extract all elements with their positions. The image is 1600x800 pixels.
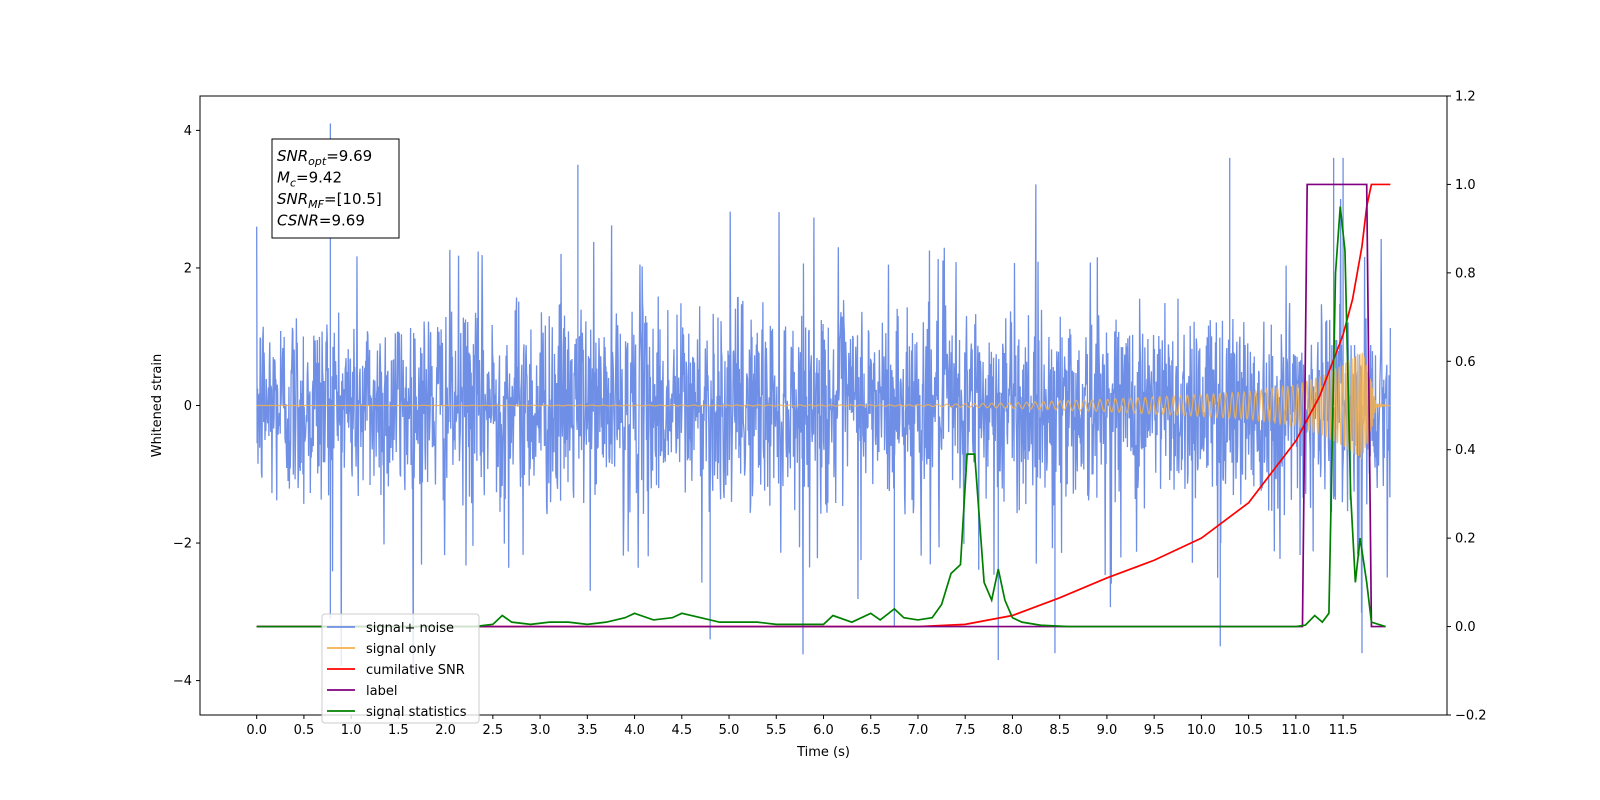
x-tick-label: 5.5 (766, 723, 787, 738)
x-tick-label: 2.5 (483, 723, 504, 738)
x-tick-label: 9.5 (1144, 723, 1165, 738)
x-tick-label: 8.0 (1002, 723, 1023, 738)
x-axis-label: Time (s) (796, 745, 850, 760)
y-right-tick-label: −0.2 (1455, 709, 1487, 724)
y-right-tick-label: 1.2 (1455, 90, 1476, 105)
legend-label: signal only (366, 642, 436, 657)
x-tick-label: 3.0 (530, 723, 551, 738)
y-right-tick-label: 1.0 (1455, 178, 1476, 193)
x-tick-label: 8.5 (1049, 723, 1070, 738)
x-tick-label: 6.5 (860, 723, 881, 738)
x-tick-label: 4.0 (624, 723, 645, 738)
y-left-tick-label: 4 (184, 124, 192, 139)
x-tick-label: 1.0 (341, 723, 362, 738)
legend-frame (321, 613, 480, 724)
y-right-tick-label: 0.4 (1455, 443, 1476, 458)
x-tick-label: 10.5 (1234, 723, 1263, 738)
x-tick-label: 7.0 (908, 723, 929, 738)
y-axis-left: −4 −2 0 2 4 (173, 124, 200, 689)
y-left-tick-label: 2 (184, 261, 192, 276)
annotation-frame (271, 138, 400, 239)
x-tick-label: 10.0 (1187, 723, 1216, 738)
x-tick-label: 3.5 (577, 723, 598, 738)
x-tick-label: 5.0 (719, 723, 740, 738)
annotation-line: SNRopt=9.69 (277, 147, 372, 168)
legend-label: signal+ noise (366, 621, 454, 636)
x-tick-label: 11.0 (1281, 723, 1310, 738)
x-tick-label: 7.5 (955, 723, 976, 738)
annotation-line: CSNR=9.69 (277, 212, 365, 230)
y-axis-right: −0.2 0.0 0.2 0.4 0.6 0.8 1.0 1.2 (1447, 90, 1487, 724)
y-right-tick-label: 0.6 (1455, 355, 1476, 370)
series-cumilative-snr (256, 183, 1391, 628)
x-tick-label: 1.5 (388, 723, 409, 738)
y-left-tick-label: 0 (184, 399, 192, 414)
x-tick-label: 0.0 (246, 723, 267, 738)
y-left-tick-label: −2 (173, 537, 192, 552)
x-tick-label: 6.0 (813, 723, 834, 738)
y-right-tick-label: 0.2 (1455, 532, 1476, 547)
series-signal-statistics (256, 206, 1386, 628)
annotation-line: SNRMF=[10.5] (277, 190, 382, 211)
series-layer (256, 123, 1391, 676)
y-right-tick-label: 0.0 (1455, 620, 1476, 635)
legend: signal+ noise signal only cumilative SNR la… (321, 613, 480, 724)
x-tick-label: 0.5 (294, 723, 315, 738)
y-left-tick-label: −4 (173, 674, 192, 689)
legend-label: signal statistics (366, 705, 467, 720)
series-signal-only (256, 352, 1391, 460)
annotation-line: Mc=9.42 (277, 169, 342, 190)
x-axis: 0.0 0.5 1.0 1.5 2.0 2.5 3.0 3.5 4.0 4.5 5.0 5.5 6.0 6… (246, 715, 1358, 738)
legend-label: cumilative SNR (366, 663, 465, 678)
y-right-tick-label: 0.8 (1455, 266, 1476, 281)
x-tick-label: 4.5 (671, 723, 692, 738)
x-tick-label: 2.0 (435, 723, 456, 738)
x-tick-label: 9.0 (1097, 723, 1118, 738)
x-tick-label: 11.5 (1329, 723, 1358, 738)
y-axis-label: Whitened strain (150, 354, 165, 457)
series-signal-noise (256, 123, 1391, 676)
legend-label: label (366, 684, 397, 699)
